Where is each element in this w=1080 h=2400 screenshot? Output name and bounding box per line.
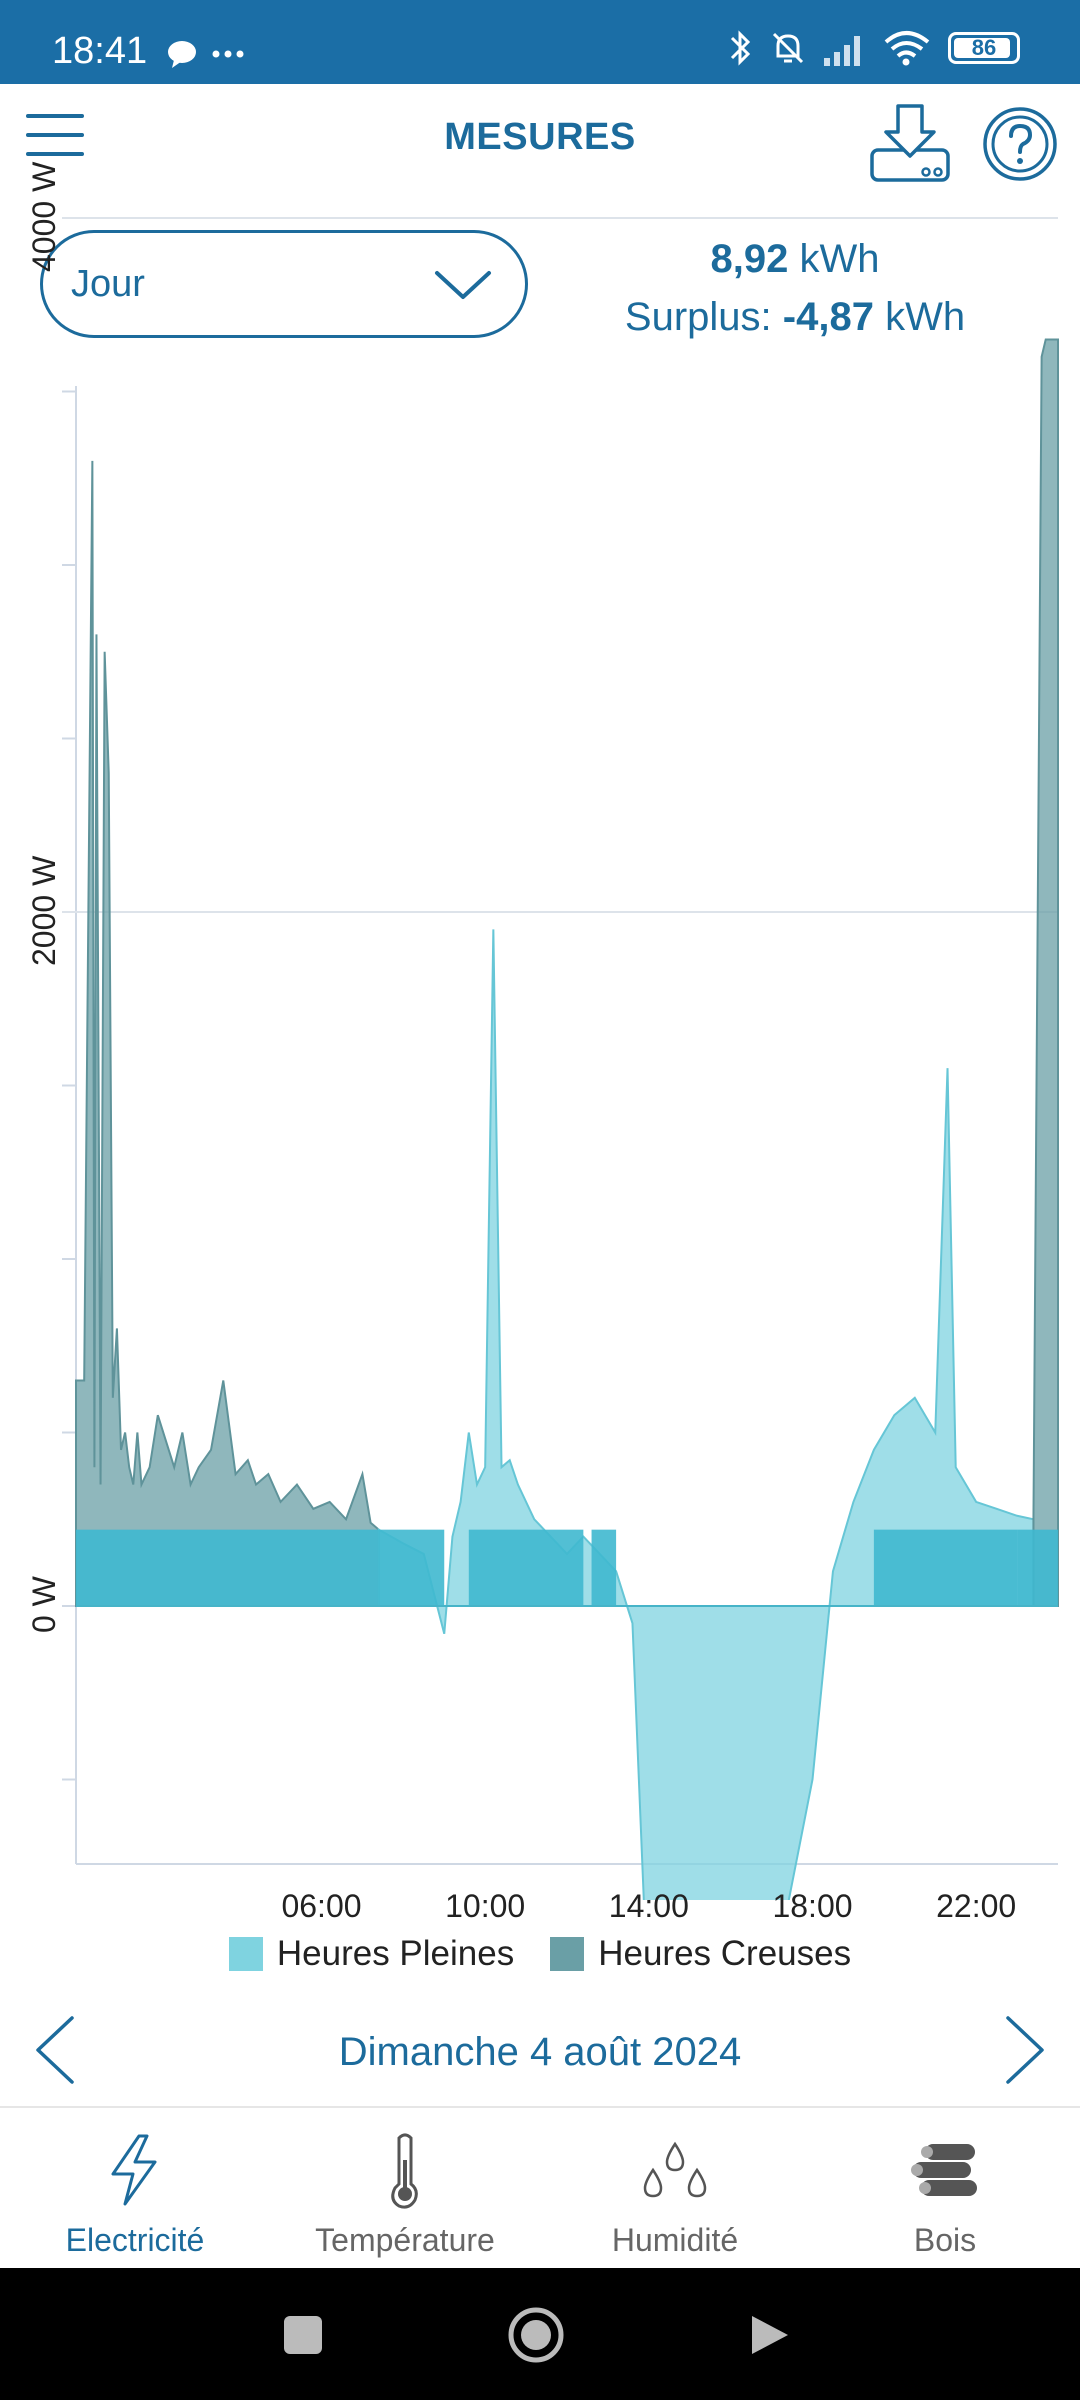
y-tick-label: 0 W — [26, 1576, 62, 1633]
base-band-segment — [1017, 1529, 1058, 1606]
period-select-value: Jour — [71, 262, 145, 305]
consumption-unit: kWh — [799, 237, 880, 281]
bottom-tab-bar: Electricité Température Humidité Bois — [0, 2106, 1080, 2268]
legend-label-heures-pleines: Heures Pleines — [276, 1934, 515, 1973]
chart-legend: Heures Pleines Heures Creuses — [0, 1934, 1080, 1974]
legend-swatch-heures-creuses — [550, 1937, 585, 1971]
consumption-total: 8,92 kWh — [560, 230, 1030, 288]
page-title: MESURES — [444, 116, 636, 158]
series-area-heures-creuses-2 — [1032, 338, 1059, 1607]
legend-label-heures-creuses: Heures Creuses — [598, 1934, 852, 1973]
base-band-segment — [468, 1529, 584, 1606]
surplus-unit: kWh — [885, 295, 966, 339]
legend-item-heures-creuses[interactable]: Heures Creuses — [550, 1934, 851, 1974]
surplus-label: Surplus: — [624, 295, 772, 339]
next-day-button[interactable] — [1000, 2012, 1050, 2088]
y-tick-label: 2000 W — [26, 855, 62, 966]
surplus-value: -4,87 — [782, 295, 874, 339]
x-tick-label: 10:00 — [445, 1888, 526, 1924]
tab-bois[interactable]: Bois — [810, 2108, 1080, 2270]
base-band-segment — [378, 1529, 445, 1606]
signal-icon — [824, 36, 860, 66]
battery-level: 86 — [971, 35, 997, 60]
legend-swatch-heures-pleines — [228, 1937, 263, 1971]
logs-icon — [911, 2144, 977, 2196]
chevron-down-icon — [435, 271, 491, 299]
wifi-icon — [884, 31, 930, 66]
power-chart[interactable] — [0, 0, 1080, 1900]
x-tick-label: 14:00 — [608, 1888, 689, 1924]
thermometer-icon — [391, 2133, 418, 2209]
help-icon[interactable] — [982, 106, 1058, 182]
menu-icon[interactable] — [26, 110, 84, 160]
energy-summary: 8,92 kWh Surplus: -4,87 kWh — [560, 230, 1030, 346]
date-label: Dimanche 4 août 2024 — [338, 2030, 742, 2074]
tab-label: Electricité — [65, 2222, 205, 2258]
download-icon[interactable] — [868, 102, 952, 186]
x-tick-label: 18:00 — [772, 1888, 853, 1924]
bluetooth-icon — [730, 30, 751, 66]
chat-icon — [168, 41, 196, 68]
lightning-icon — [111, 2134, 157, 2206]
recents-icon[interactable] — [284, 2316, 322, 2354]
back-icon[interactable] — [752, 2316, 788, 2354]
droplets-icon — [643, 2141, 707, 2198]
consumption-value: 8,92 — [710, 237, 789, 281]
system-nav-bar — [0, 2268, 1080, 2400]
status-time: 18:41 — [52, 30, 148, 72]
tab-label: Température — [315, 2222, 495, 2258]
tab-humidite[interactable]: Humidité — [540, 2108, 810, 2270]
base-band-segment — [76, 1529, 379, 1606]
tab-label: Bois — [913, 2222, 977, 2258]
status-notification-icons — [168, 41, 244, 68]
tab-label: Humidité — [611, 2222, 739, 2258]
home-icon[interactable] — [508, 2307, 564, 2363]
period-select[interactable]: Jour — [40, 230, 528, 338]
base-band-segment — [591, 1529, 617, 1606]
more-icon — [212, 50, 244, 58]
base-band-segment — [873, 1529, 1018, 1606]
battery-icon: 86 — [948, 32, 1020, 64]
y-tick-label: 4000 W — [26, 161, 62, 272]
mute-icon — [772, 32, 804, 64]
x-tick-label: 22:00 — [936, 1888, 1017, 1924]
legend-item-heures-pleines[interactable]: Heures Pleines — [228, 1934, 515, 1974]
previous-day-button[interactable] — [30, 2012, 80, 2088]
series-area-heures-pleines-1 — [377, 929, 1035, 1900]
surplus-total: Surplus: -4,87 kWh — [560, 288, 1030, 346]
x-tick-label: 06:00 — [281, 1888, 362, 1924]
tab-electricite[interactable]: Electricité — [0, 2108, 270, 2270]
status-bar: 18:41 86 — [0, 0, 1080, 84]
tab-temperature[interactable]: Température — [270, 2108, 540, 2270]
series-area-heures-creuses-0 — [75, 460, 380, 1607]
